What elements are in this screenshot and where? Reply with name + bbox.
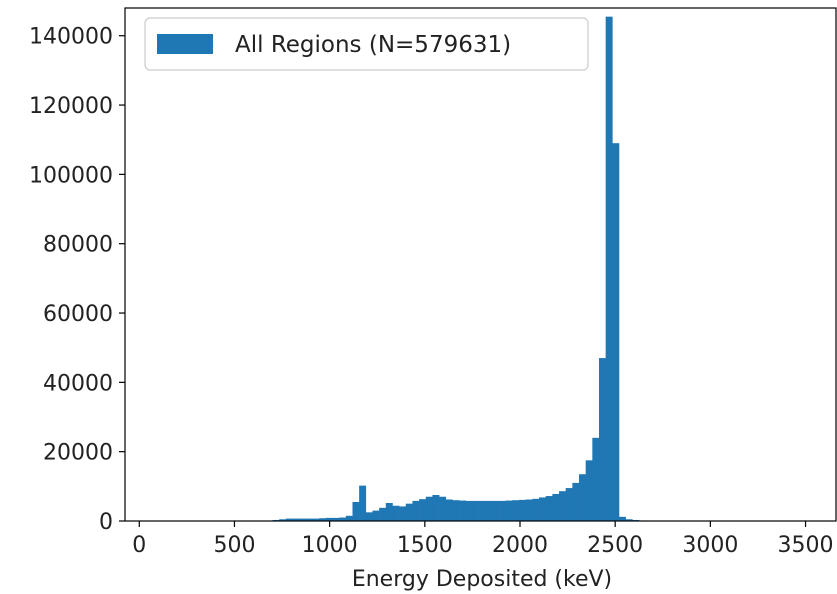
x-axis: 0 500 1000 1500 2000 2500 3000 3500 [132,521,834,558]
histogram-bar [352,501,360,521]
histogram-bar [399,506,407,521]
histogram-bar [532,498,540,521]
histogram-bar [465,500,473,521]
x-tick-label: 2000 [492,533,548,558]
legend-swatch [157,34,213,54]
histogram-bar [405,503,413,521]
histogram-bar [385,502,393,521]
histogram-bar [359,485,367,521]
x-tick-label: 0 [132,533,146,558]
histogram-bar [412,500,420,521]
histogram-bar [332,517,340,521]
histogram-bar [605,16,613,522]
histogram-bar [279,519,287,521]
y-tick-label: 0 [99,510,113,535]
histogram-bar [479,500,487,521]
y-tick-label: 100000 [29,163,113,188]
y-axis: 0 20000 40000 60000 80000 100000 120000 140000 [29,25,125,535]
histogram-bar [419,499,427,521]
histogram-bar [319,518,327,521]
legend: All Regions (N=579631) [144,17,589,71]
x-tick-label: 3000 [682,533,738,558]
y-tick-label: 20000 [43,441,113,466]
histogram-bar [445,499,453,521]
histogram-bar [392,505,400,521]
histogram-bar [512,500,520,521]
histogram-bar [545,496,553,521]
histogram-bar [539,497,546,521]
legend-box [144,17,589,71]
histogram-bar [459,500,467,521]
histogram-bar [365,512,373,521]
histogram-bar [285,518,293,521]
histogram-bar [372,510,380,521]
histogram-bars [272,16,646,522]
histogram-bar [439,496,447,521]
x-tick-label: 1500 [397,533,453,558]
x-axis-title: Energy Deposited (keV) [352,567,612,592]
histogram-bar [572,482,580,521]
histogram-bar [612,143,620,521]
x-tick-label: 2500 [587,533,643,558]
histogram-bar [325,517,333,521]
histogram-bar [599,358,606,521]
histogram-bar [519,499,527,521]
plot-frame [124,7,837,522]
y-tick-label: 40000 [43,371,113,396]
histogram-bar [485,500,493,521]
histogram-bar [499,500,507,521]
x-tick-label: 500 [213,533,255,558]
x-tick-label: 3500 [778,533,834,558]
histogram-bar [312,518,320,521]
histogram-bar [492,500,500,521]
y-tick-label: 60000 [43,302,113,327]
histogram-bar [452,500,460,521]
histogram-bar [379,507,387,521]
histogram-bar [425,496,433,521]
histogram-bar [339,517,347,521]
histogram-bar [292,518,300,521]
histogram-bar [585,460,593,521]
histogram-bar [625,519,633,521]
histogram-bar [552,493,560,521]
x-tick-label: 1000 [302,533,358,558]
histogram-bar [565,488,573,521]
histogram-bar [472,500,480,521]
histogram-bar [432,495,440,521]
y-tick-label: 140000 [29,25,113,50]
histogram-bar [618,516,626,521]
histogram-bar [579,474,586,521]
y-tick-label: 80000 [43,233,113,258]
histogram-bar [299,518,307,521]
legend-label: All Regions (N=579631) [235,32,511,58]
histogram-bar [559,491,566,521]
histogram-bar [345,515,353,521]
histogram-bar [305,518,313,521]
histogram-bar [525,499,533,521]
histogram-bar [592,437,600,521]
y-tick-label: 120000 [29,94,113,119]
histogram-bar [505,500,513,521]
